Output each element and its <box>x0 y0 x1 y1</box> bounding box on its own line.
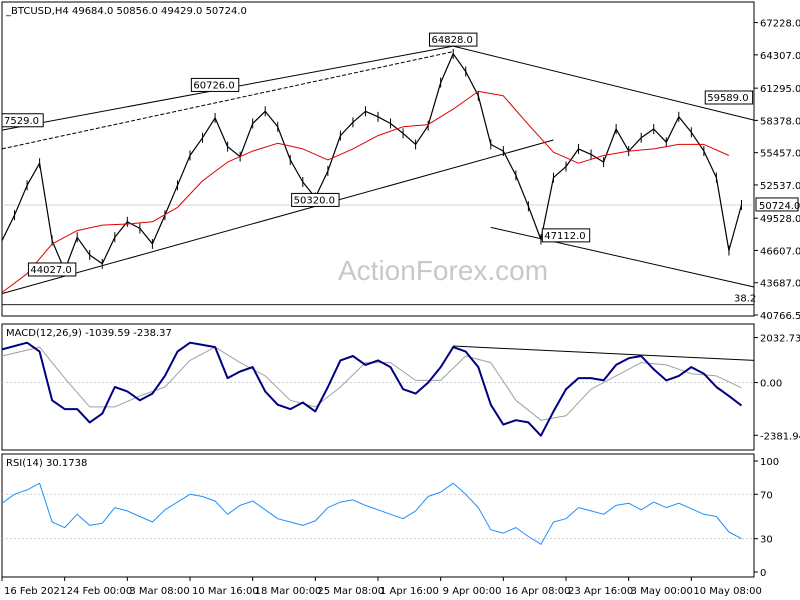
macd-y-tick: 2032.73 <box>760 334 800 345</box>
price-panel-frame <box>1 1 755 317</box>
rsi-y-tick: 70 <box>760 490 773 501</box>
callout-59589.0: 59589.0 <box>704 90 754 105</box>
rsi-panel-frame <box>1 453 755 578</box>
callout-box <box>541 228 591 243</box>
rsi-line <box>1 482 742 545</box>
price-y-tick: 49528.0 <box>760 214 800 225</box>
rsi-y-tick: 30 <box>760 535 773 546</box>
x-tick-label: 23 Apr 16:00 <box>568 586 633 597</box>
callout-box <box>190 77 240 92</box>
callout-box <box>27 262 77 277</box>
price-y-tick: 64307.0 <box>760 51 800 62</box>
rsi-title: RSI(14) 30.1738 <box>6 458 87 469</box>
x-tick-label: 10 Mar 16:00 <box>192 586 259 597</box>
callout-label: 64828.0 <box>432 35 473 46</box>
trendline-2 <box>1 51 454 150</box>
x-tick-label: 16 Apr 08:00 <box>505 586 570 597</box>
callout-label: 7529.0 <box>4 116 39 127</box>
last-price-tag <box>755 197 799 212</box>
price-y-tick: 43687.0 <box>760 279 800 290</box>
callout-label: 47112.0 <box>544 231 585 242</box>
trendline-5 <box>490 226 755 288</box>
price-y-tick: 61295.0 <box>760 84 800 95</box>
x-tick-label: 3 Mar 08:00 <box>129 586 189 597</box>
macd-panel-frame <box>1 323 755 451</box>
x-tick-label: 18 Mar 00:00 <box>255 586 322 597</box>
rsi-layer: 100 70 30 0 <box>1 457 779 579</box>
watermark: ActionForex.com <box>338 255 548 286</box>
callout-box <box>429 32 478 47</box>
last-price-label: 50724.0 <box>759 201 800 212</box>
callout-box <box>1 113 44 128</box>
trendline-4 <box>453 45 755 121</box>
x-tick-label: 25 Mar 08:00 <box>317 586 384 597</box>
macd-y-tick: 0.00 <box>760 379 782 390</box>
price-y-tick: 55457.0 <box>760 149 800 160</box>
macd-title: MACD(12,26,9) -1039.59 -238.37 <box>6 328 172 339</box>
x-tick-label: 24 Feb 00:00 <box>67 586 133 597</box>
ma-series-line <box>1 90 730 293</box>
callout-60726.0: 60726.0 <box>190 77 240 92</box>
x-tick-label: 9 Apr 00:00 <box>443 586 502 597</box>
callout-64828.0: 64828.0 <box>429 32 478 47</box>
macd-line <box>1 341 743 437</box>
trendline-3 <box>1 139 554 295</box>
callout-44027.0: 44027.0 <box>27 262 77 277</box>
macd-layer: 2032.73 0.00 -2381.94 <box>1 334 800 442</box>
rsi-y-tick: 100 <box>760 457 779 468</box>
x-axis: 16 Feb 2021 24 Feb 00:003 Mar 08:00 10 Mar… <box>1 577 762 597</box>
callout-label: 60726.0 <box>193 80 234 91</box>
price-y-tick: 40766.5 <box>760 311 800 322</box>
callout-box <box>291 192 340 207</box>
macd-trendline <box>453 345 755 361</box>
callout-label: 44027.0 <box>30 265 71 276</box>
price-layer: 38.2 64828.0 60726.0 59589.0 7529.0 50320.0 47… <box>1 19 800 322</box>
callout-label: 59589.0 <box>707 93 748 104</box>
callout-50320.0: 50320.0 <box>291 192 340 207</box>
macd-y-tick: -2381.94 <box>760 431 800 442</box>
x-tick-label: 1 Apr 16:00 <box>380 586 439 597</box>
x-tick-label: 16 Feb 2021 <box>4 586 66 597</box>
price-y-tick: 46607.0 <box>760 246 800 257</box>
callout-7529.0: 7529.0 <box>1 113 44 128</box>
callout-47112.0: 47112.0 <box>541 228 591 243</box>
price-y-tick: 58378.0 <box>760 116 800 127</box>
price-y-tick: 67228.0 <box>760 19 800 30</box>
x-tick-label: 10 May 08:00 <box>693 586 762 597</box>
rsi-y-tick: 0 <box>760 568 766 579</box>
callout-box <box>704 90 754 105</box>
price-title: _BTCUSD,H4 49684.0 50856.0 49429.0 50724… <box>5 6 247 17</box>
fib-label: 38.2 <box>734 294 756 305</box>
price-y-tick: 52537.0 <box>760 181 800 192</box>
x-tick-label: 3 May 00:00 <box>631 586 693 597</box>
callout-label: 50320.0 <box>294 195 335 206</box>
